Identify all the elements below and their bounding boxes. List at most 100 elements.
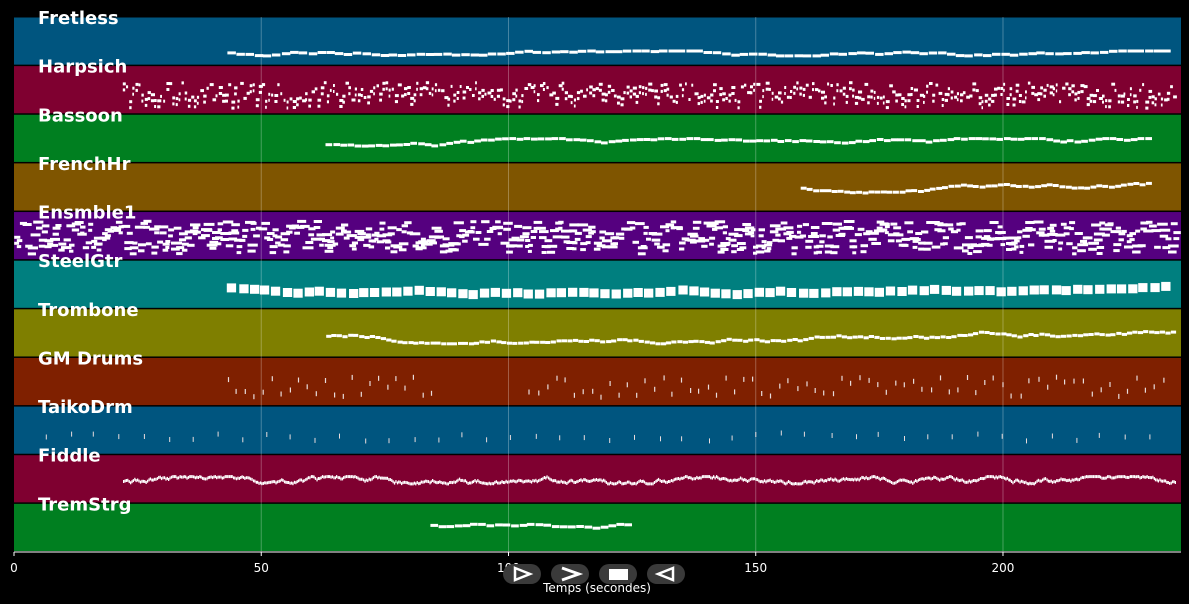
note (707, 475, 709, 479)
note (414, 437, 416, 443)
note (135, 88, 138, 92)
note (491, 482, 493, 486)
note (478, 242, 489, 246)
note (127, 478, 129, 482)
note (566, 138, 573, 142)
note (607, 245, 618, 249)
note (814, 335, 820, 339)
note (472, 480, 475, 484)
note (547, 384, 549, 390)
note (143, 225, 150, 229)
note (823, 390, 825, 396)
rewind-button[interactable] (647, 564, 685, 584)
forward-button[interactable] (551, 564, 589, 584)
note (994, 87, 998, 91)
note (1017, 137, 1025, 141)
note (532, 50, 542, 54)
note (984, 331, 990, 334)
note (308, 52, 318, 56)
note (1065, 185, 1072, 189)
note (264, 481, 266, 485)
note (751, 477, 753, 481)
note (183, 475, 185, 479)
note (1101, 227, 1112, 231)
note (1151, 101, 1155, 105)
note (574, 237, 581, 241)
note (138, 479, 140, 483)
note (854, 233, 862, 237)
note (622, 482, 624, 486)
note (368, 245, 375, 249)
note (1081, 475, 1083, 479)
note (391, 87, 394, 91)
note (1076, 477, 1078, 481)
note (555, 227, 561, 231)
note (424, 143, 432, 147)
note (608, 524, 617, 528)
note (709, 341, 715, 345)
note (275, 481, 277, 485)
note (379, 92, 383, 96)
note (442, 481, 444, 485)
note (554, 479, 557, 483)
note (937, 477, 939, 481)
note (789, 234, 797, 238)
note (1105, 476, 1107, 480)
note (434, 89, 437, 93)
note (759, 105, 762, 109)
note (642, 92, 644, 96)
note (1140, 476, 1143, 479)
note (154, 231, 160, 235)
note (292, 482, 294, 486)
note (466, 480, 468, 484)
note (433, 52, 443, 56)
note (876, 226, 883, 230)
note (1052, 184, 1059, 187)
note (276, 480, 278, 484)
track-band (14, 406, 1181, 454)
note (1147, 476, 1150, 479)
note (862, 140, 870, 144)
note (590, 479, 592, 483)
note (643, 138, 651, 141)
note (858, 90, 863, 94)
note (792, 482, 794, 486)
stop-button[interactable] (599, 564, 637, 584)
note (1116, 284, 1127, 294)
note (372, 476, 374, 480)
note (731, 435, 733, 441)
note (506, 105, 510, 109)
note (50, 237, 60, 241)
note (1133, 100, 1136, 104)
play-button[interactable] (503, 564, 541, 584)
note (1044, 333, 1051, 337)
note (918, 335, 924, 339)
note (825, 335, 831, 339)
note (755, 244, 767, 248)
note (323, 81, 327, 85)
note (663, 375, 665, 381)
note (345, 81, 349, 85)
note (841, 141, 849, 145)
note (660, 89, 663, 93)
note (204, 477, 206, 481)
note (1073, 51, 1082, 55)
note (931, 387, 933, 393)
note (145, 242, 152, 246)
note (768, 87, 771, 91)
note (1108, 105, 1111, 109)
note (650, 341, 656, 345)
note (236, 52, 245, 56)
note (728, 232, 739, 236)
note (486, 437, 488, 443)
note (278, 480, 280, 483)
note (1088, 333, 1094, 336)
note (293, 288, 303, 298)
note (283, 480, 286, 484)
note (873, 96, 876, 100)
note (1001, 433, 1003, 439)
note (1136, 105, 1138, 109)
note (1049, 85, 1054, 89)
note (422, 392, 424, 398)
note (778, 97, 781, 101)
